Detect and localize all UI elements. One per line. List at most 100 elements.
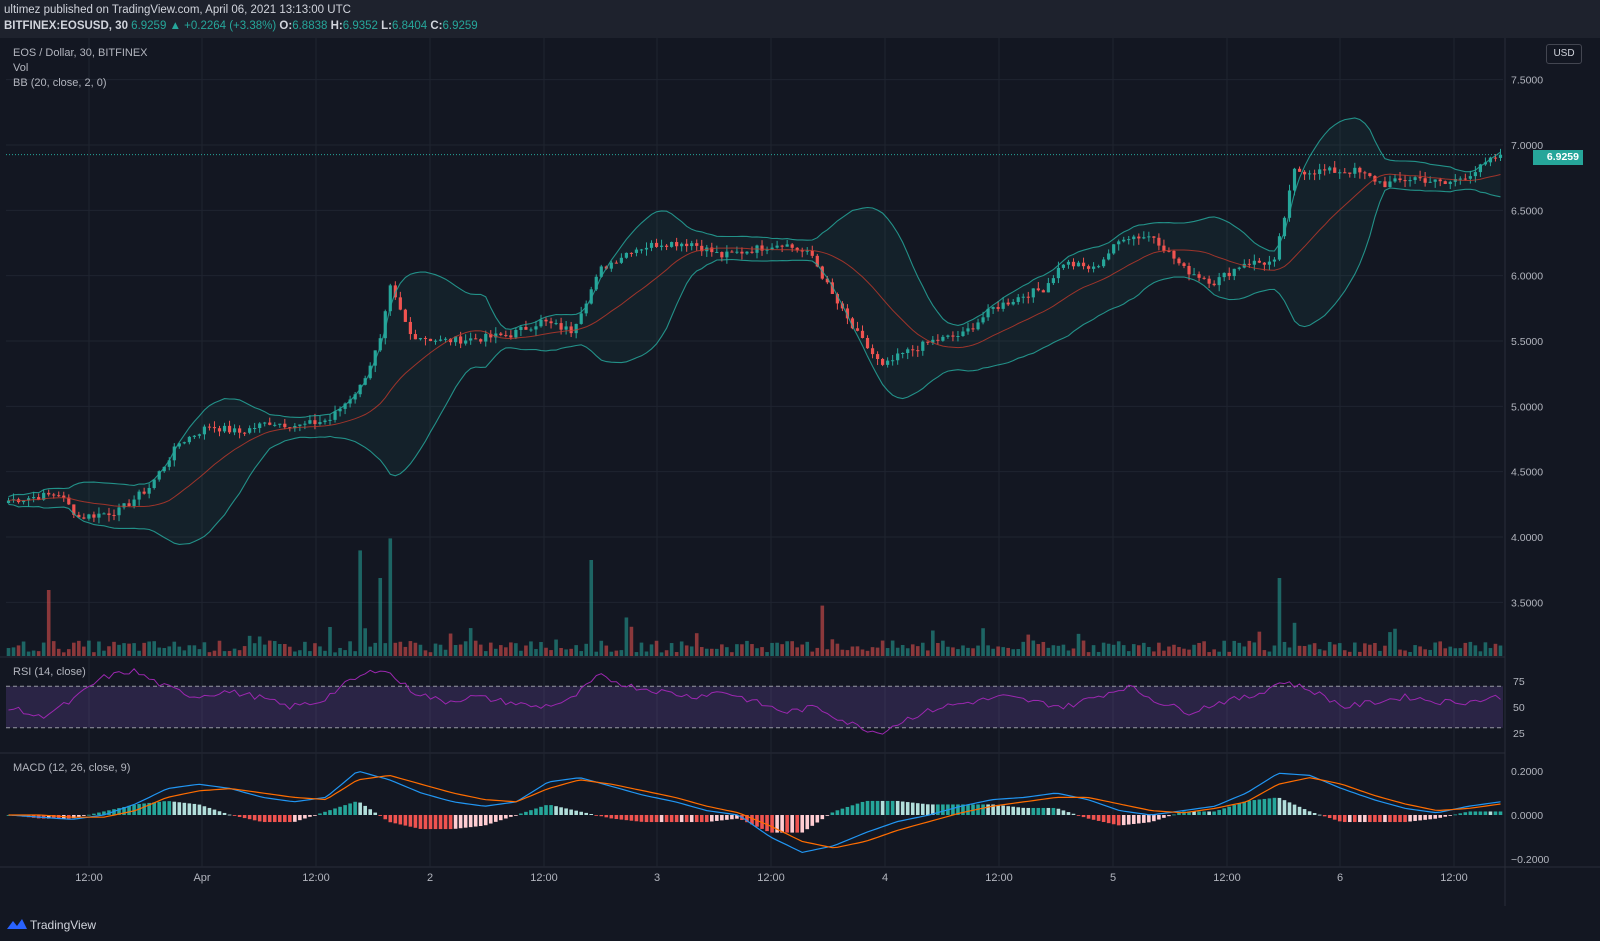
candle-body [1393,178,1397,182]
macd-histogram-bar [1302,809,1307,815]
symbol-label[interactable]: BITFINEX:EOSUSD, 30 [4,20,128,32]
candle-body [1061,264,1066,268]
main-legend[interactable]: EOS / Dollar, 30, BITFINEX [13,47,148,59]
volume-bar [137,650,141,656]
candle-body [1378,181,1382,183]
volume-bar [1428,649,1432,656]
volume-bar [715,648,719,656]
macd-histogram-bar [403,815,408,826]
macd-histogram-bar [162,801,167,815]
candle-body [1458,178,1462,180]
candle-body [37,497,41,500]
volume-bar [594,651,599,656]
macd-histogram-bar [478,815,483,826]
bb-legend[interactable]: BB (20, close, 2, 0) [13,77,107,89]
candle-body [1262,262,1266,265]
candle-body [207,426,212,428]
volume-bar [363,628,367,656]
volume-bar [293,651,297,656]
macd-histogram-bar [373,812,378,815]
volume-bar [805,641,810,656]
volume-bar [604,645,609,656]
volume-bar [483,651,488,656]
candle-body [1418,177,1422,179]
volume-bar [986,645,990,656]
macd-histogram-bar [1021,807,1026,815]
candle-body [1142,237,1146,239]
macd-histogram-bar [1448,815,1453,816]
candle-body [243,432,247,434]
candle-body [1307,173,1312,175]
candle-body [313,420,317,425]
candle-body [644,247,649,250]
price-tick-label: 4.5000 [1511,467,1543,479]
volume-bar [272,641,277,656]
volume-bar [1116,641,1121,656]
macd-tick-label: 0.0000 [1511,810,1543,822]
rsi-legend[interactable]: RSI (14, close) [13,666,86,678]
macd-histogram-bar [1493,811,1498,815]
tradingview-logo-icon[interactable] [6,917,28,936]
volume-bar [1403,650,1407,656]
volume-bar [433,643,438,656]
volume-bar [473,640,478,656]
candle-body [976,322,980,330]
candle-body [790,244,794,248]
candle-body [438,339,443,341]
volume-bar [684,645,689,656]
price-tick-label: 5.5000 [1511,336,1543,348]
candle-body [72,504,76,515]
currency-button[interactable]: USD [1546,44,1582,64]
chart-canvas[interactable]: 7.5000 7.0000 6.5000 6.0000 5.5000 5.0000 4.50… [0,38,1600,906]
candle-body [408,321,412,335]
time-tick-label: 3 [654,872,660,884]
macd-histogram-bar [438,815,443,830]
macd-histogram-bar [443,815,448,830]
volume-bar [704,648,709,656]
volume-bar [820,605,825,656]
brand-label[interactable]: TradingView [30,918,97,932]
volume-bar [1353,642,1357,656]
macd-histogram-bar [1458,813,1463,815]
candle-body [1086,266,1091,269]
macd-histogram-bar [222,812,227,815]
macd-histogram-bar [544,805,548,815]
macd-histogram-bar [956,804,960,815]
candle-body [1217,277,1221,286]
macd-histogram-bar [267,815,272,823]
volume-bar [212,650,217,656]
macd-histogram-bar [1252,800,1257,815]
macd-histogram-bar [850,805,855,815]
volume-legend[interactable]: Vol [13,62,29,74]
candle-body [217,428,222,432]
macd-histogram-bar [549,805,553,815]
macd-histogram-bar [609,815,614,819]
candle-body [1328,167,1332,171]
volume-bar [1332,644,1337,656]
volume-bar [926,650,930,656]
candle-body [624,252,629,258]
candle-body [860,330,865,338]
volume-bar [920,642,925,656]
macd-histogram-bar [1488,811,1493,815]
candle-body [936,339,940,341]
volume-bar [1292,622,1297,656]
macd-histogram-bar [313,815,317,816]
macd-histogram-bar [1363,815,1367,823]
macd-histogram-bar [1177,812,1181,815]
macd-legend[interactable]: MACD (12, 26, close, 9) [13,762,131,774]
volume-bar [835,643,840,656]
volume-bar [760,647,764,656]
candle-body [1182,263,1186,266]
macd-histogram-bar [1041,807,1046,815]
volume-bar [1006,647,1010,656]
macd-histogram-bar [413,815,418,828]
candle-body [825,278,829,283]
macd-histogram-bar [1428,815,1432,820]
volume-bar [1172,644,1176,656]
volume-bar [544,647,548,656]
macd-histogram-bar [383,815,388,820]
volume-bar [388,538,393,656]
candle-body [911,349,915,351]
macd-histogram-bar [488,815,493,824]
